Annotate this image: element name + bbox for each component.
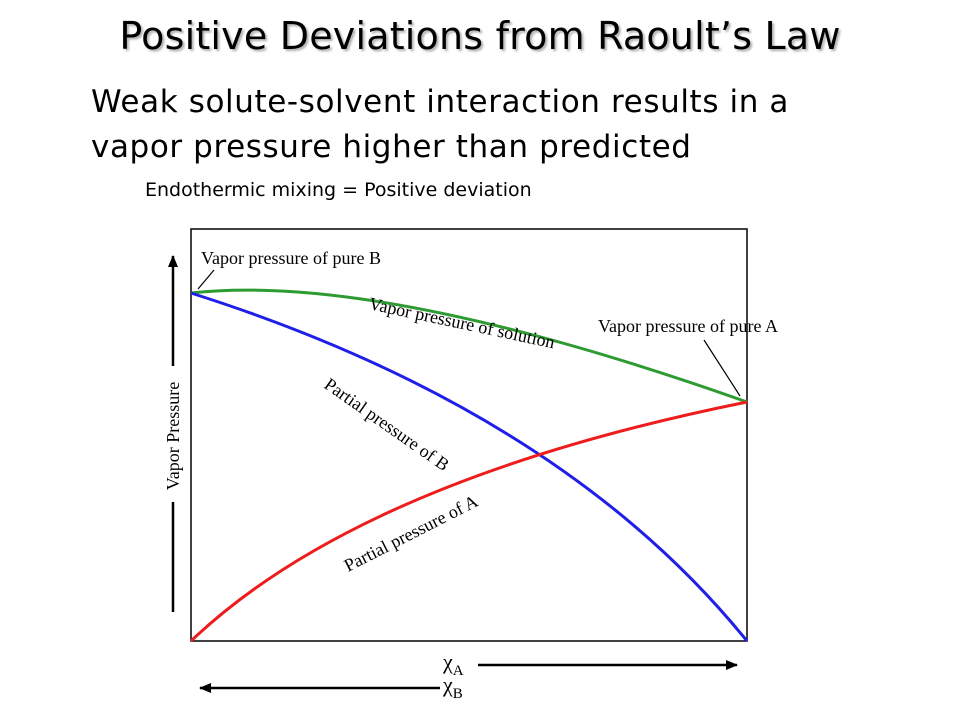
slide-title: Positive Deviations from Raoult’s Law xyxy=(119,14,841,58)
pure-a-leader-line xyxy=(703,339,741,397)
subnote-text: Endothermic mixing = Positive deviation xyxy=(145,179,532,201)
pure-b-leader-line xyxy=(197,269,215,290)
y-axis-label-backdrop xyxy=(162,366,184,502)
x-b-label: χB xyxy=(442,672,463,702)
y-axis-label: Vapor Pressure xyxy=(163,382,183,490)
pure-a-label: Vapor pressure of pure A xyxy=(598,316,778,336)
partial-b-label: Partial pressure of B xyxy=(321,374,453,475)
pure-b-label: Vapor pressure of pure B xyxy=(201,248,381,268)
body-text-line-1: Weak solute-solvent interaction results … xyxy=(91,84,790,120)
solution-vapor-pressure-curve xyxy=(190,288,748,404)
partial-pressure-b-curve xyxy=(190,291,749,642)
plot-frame xyxy=(190,228,748,642)
body-text-line-2: vapor pressure higher than predicted xyxy=(91,129,692,165)
partial-pressure-a-curve xyxy=(189,400,748,643)
x-a-label: χA xyxy=(442,649,464,679)
solution-label: Vapor pressure of solution xyxy=(367,293,556,352)
